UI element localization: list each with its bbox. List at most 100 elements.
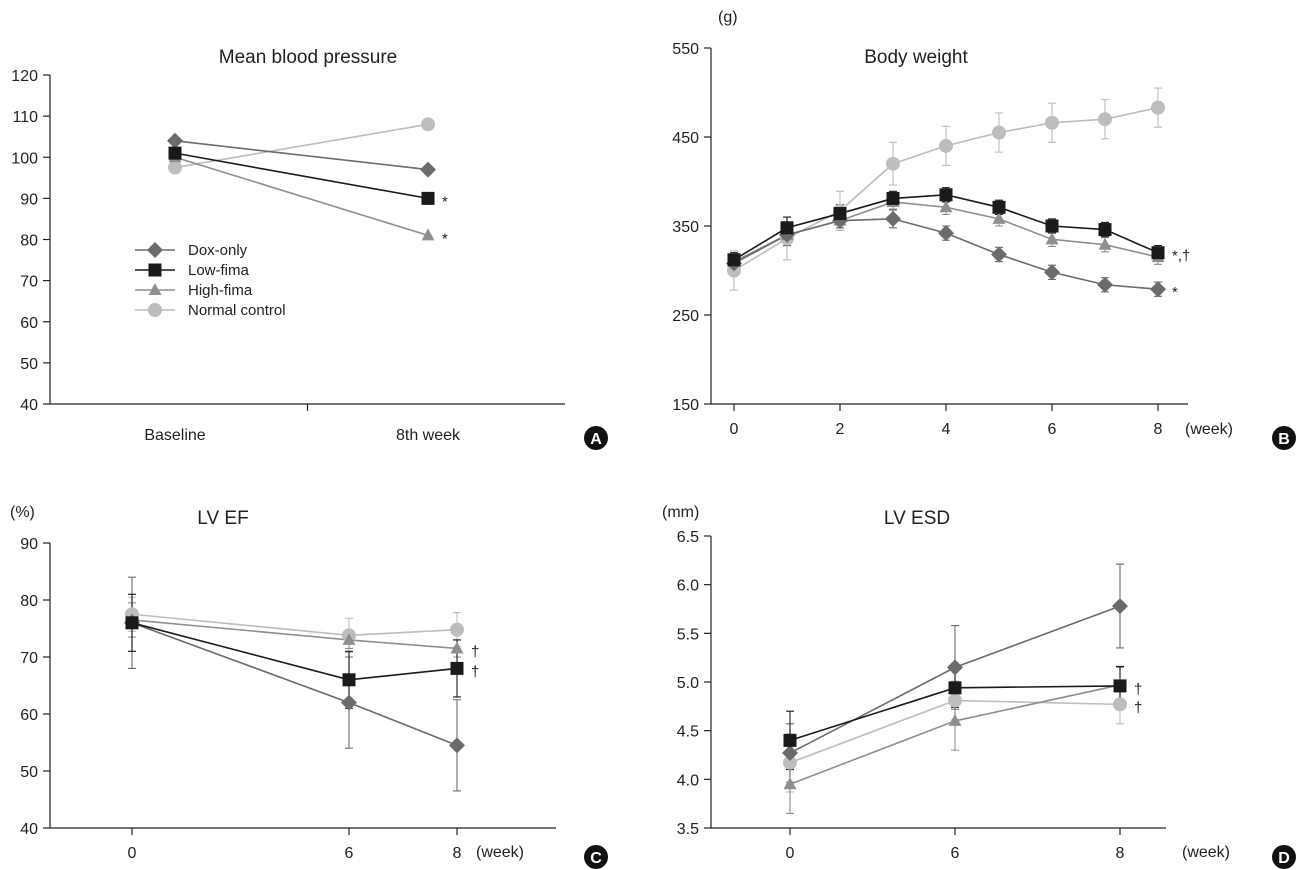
panel-b-y-tick-label: 150 — [672, 397, 699, 414]
panel-d-badge — [1272, 845, 1296, 869]
panel-b-point-low-fima — [939, 188, 953, 202]
panel-b-x-tick-label: 8 — [1154, 421, 1163, 438]
panel-a-y-tick-label: 120 — [11, 68, 38, 85]
panel-d-point-high-fima — [948, 713, 962, 726]
panel-d-title: LV ESD — [884, 508, 950, 529]
panel-b-x-tick-label: 2 — [836, 421, 845, 438]
panel-d-annotation-low-fima: † — [1134, 681, 1142, 698]
panel-a-annotation-high-fima: * — [442, 230, 448, 247]
panel-c-y-tick-label: 40 — [20, 821, 38, 838]
panel-b-x-tick-label: 6 — [1048, 421, 1057, 438]
panel-c-point-low-fima — [125, 616, 139, 630]
panel-a-point-dox-only — [420, 161, 436, 178]
panel-b-y-tick-label: 550 — [672, 41, 699, 58]
panel-b-badge-letter: B — [1278, 431, 1290, 448]
panel-c-x-tick-label: 6 — [345, 845, 354, 862]
panel-a-point-low-fima — [421, 191, 435, 205]
panel-d-point-normal-control — [1113, 697, 1127, 712]
panel-b-point-low-fima — [1151, 246, 1165, 260]
panel-d-point-dox-only — [947, 659, 963, 676]
panel-d-x-tick-label: 6 — [951, 845, 960, 862]
panel-c-point-high-fima — [342, 632, 356, 645]
panel-b-title: Body weight — [864, 47, 968, 68]
panel-d-point-low-fima — [1113, 679, 1127, 693]
panel-b-y-tick-label: 250 — [672, 308, 699, 325]
legend-label-low-fima: Low-fima — [188, 262, 250, 279]
panel-b-point-normal-control — [1098, 112, 1112, 127]
panel-b-point-dox-only — [938, 225, 954, 242]
panel-a-mean-blood-pressure: 40 50 60 70 80 90 100 110 120 Baseline 8th week Mea… — [11, 47, 608, 450]
panel-c-badge — [584, 845, 608, 869]
legend-marker-normal-control — [148, 303, 162, 317]
panel-b-point-dox-only — [885, 210, 901, 227]
panel-d-y-tick-label: 4.5 — [677, 724, 699, 741]
panel-a-y-tick-label: 50 — [20, 356, 38, 373]
panel-b-point-normal-control — [1151, 100, 1165, 115]
panel-b-y-tick-label: 350 — [672, 219, 699, 236]
panel-c-point-low-fima — [342, 673, 356, 687]
panel-b-point-low-fima — [1045, 219, 1059, 233]
panel-d-badge-letter: D — [1278, 850, 1290, 867]
panel-b-y-unit: (g) — [718, 9, 738, 26]
panel-b-badge — [1272, 426, 1296, 450]
panel-a-series-line-dox-only — [174, 140, 429, 171]
panel-a-point-normal-control — [421, 117, 435, 132]
panel-b-point-high-fima — [992, 211, 1006, 224]
panel-a-badge — [584, 426, 608, 450]
panel-a-x-tick-label: 8th week — [396, 427, 461, 444]
panel-a-y-tick-label: 90 — [20, 191, 38, 208]
panel-d-y-tick-label: 6.5 — [677, 529, 699, 546]
panel-c-annotation-low-fima: † — [471, 663, 479, 680]
panel-a-point-low-fima — [168, 146, 182, 160]
panel-a-y-tick-label: 100 — [11, 150, 38, 167]
panel-d-point-low-fima — [783, 733, 797, 747]
panel-d-y-tick-label: 5.5 — [677, 626, 699, 643]
legend-label-dox-only: Dox-only — [188, 242, 248, 259]
panel-b-point-high-fima — [1098, 237, 1112, 250]
panel-b-point-low-fima — [992, 200, 1006, 214]
panel-c-x-tick-label: 0 — [128, 845, 137, 862]
panel-c-point-dox-only — [449, 737, 465, 754]
legend-label-normal-control: Normal control — [188, 302, 286, 319]
panel-d-point-normal-control — [948, 693, 962, 708]
panel-b-x-tick-label: 4 — [942, 421, 951, 438]
panel-c-y-tick-label: 50 — [20, 764, 38, 781]
panel-b-point-normal-control — [1045, 115, 1059, 130]
panel-b-y-tick-label: 450 — [672, 130, 699, 147]
panel-d-point-normal-control — [783, 755, 797, 770]
panel-b-annotation-low-fima: *,† — [1172, 248, 1190, 265]
panel-c-x-unit: (week) — [476, 844, 524, 861]
legend-marker-low-fima — [148, 263, 162, 277]
panel-d-point-dox-only — [1112, 598, 1128, 615]
panel-b-point-low-fima — [727, 253, 741, 267]
panel-d-point-low-fima — [948, 681, 962, 695]
panel-b-point-dox-only — [1150, 281, 1166, 298]
panel-a-y-tick-label: 70 — [20, 274, 38, 291]
panel-b-point-normal-control — [939, 138, 953, 153]
panel-a-y-tick-label: 80 — [20, 233, 38, 250]
panel-d-point-high-fima — [783, 777, 797, 790]
panel-d-point-dox-only — [782, 745, 798, 762]
panel-c-series-line-high-fima — [131, 619, 458, 650]
legend-label-high-fima: High-fima — [188, 282, 253, 299]
panel-c-y-tick-label: 60 — [20, 707, 38, 724]
panel-c-badge-letter: C — [590, 850, 602, 867]
panel-b-x-unit: (week) — [1185, 421, 1233, 438]
panel-b-point-low-fima — [780, 221, 794, 235]
panel-d-annotation-normal-control: † — [1134, 699, 1142, 716]
panel-a-point-normal-control — [168, 160, 182, 175]
panel-b-point-dox-only — [991, 246, 1007, 263]
panel-a-series-line-high-fima — [174, 156, 429, 237]
panel-c-series-line-low-fima — [131, 622, 458, 681]
panel-d-x-tick-label: 8 — [1116, 845, 1125, 862]
panel-c-point-low-fima — [450, 661, 464, 675]
panel-c-point-high-fima — [450, 641, 464, 654]
panel-b-annotation-dox-only: * — [1172, 284, 1178, 301]
panel-b-point-low-fima — [886, 191, 900, 205]
panel-b-point-normal-control — [992, 125, 1006, 140]
panel-b-point-low-fima — [1098, 223, 1112, 237]
panel-b-point-dox-only — [1097, 276, 1113, 293]
panel-a-y-tick-label: 40 — [20, 397, 38, 414]
panel-a-series-line-normal-control — [174, 123, 429, 169]
